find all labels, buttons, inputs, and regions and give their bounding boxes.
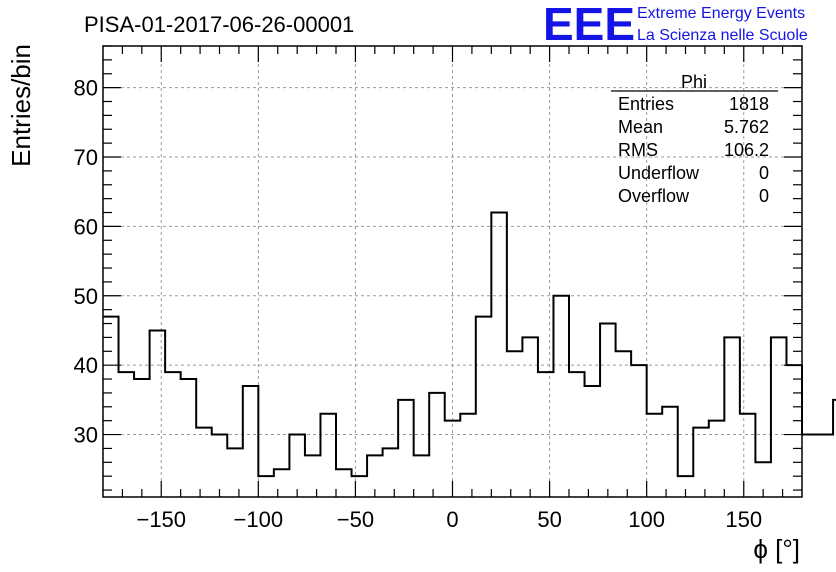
histogram-bin (165, 372, 181, 497)
x-tick-label: 0 (446, 507, 458, 532)
y-tick-label: 80 (74, 76, 98, 101)
histogram-bin (352, 476, 368, 497)
histogram-bin (274, 469, 290, 497)
logo-line-2: La Scienza nelle Scuole (637, 27, 808, 44)
histogram-bin (476, 317, 492, 497)
histogram-bin (429, 393, 445, 497)
histogram-bin (243, 386, 259, 497)
histogram-bin (414, 455, 430, 497)
histogram-bin (196, 428, 212, 497)
histogram-bin (693, 428, 709, 497)
histogram-bin (600, 324, 616, 497)
histogram-bin (569, 372, 585, 497)
histogram-bin (786, 365, 802, 497)
histogram-bin (631, 365, 647, 497)
histogram-bin (709, 421, 725, 497)
stats-row-value: 0 (759, 163, 769, 183)
stats-row-value: 1818 (729, 94, 769, 114)
histogram-bin (538, 372, 554, 497)
x-tick-label: −100 (234, 507, 284, 532)
logo-mark: EEE (543, 0, 635, 50)
y-tick-label: 70 (74, 145, 98, 170)
histogram-bin (150, 330, 166, 497)
histogram-bin (507, 351, 523, 497)
stats-row-label: RMS (618, 140, 658, 160)
stats-row-value: 5.762 (724, 117, 769, 137)
y-tick-label: 60 (74, 214, 98, 239)
stats-box-title: Phi (681, 72, 707, 92)
x-tick-label: −50 (337, 507, 374, 532)
histogram-bin (553, 296, 569, 497)
stats-row-label: Overflow (618, 186, 690, 206)
x-tick-label: 50 (537, 507, 561, 532)
grid-lines (103, 46, 802, 497)
histogram-bin (383, 448, 399, 497)
histogram-bin (336, 469, 352, 497)
x-tick-label: 100 (628, 507, 665, 532)
y-tick-labels: 30 40 50 60 70 80 (74, 76, 98, 448)
x-axis-label: ϕ [°] (753, 534, 800, 564)
histogram-bin (258, 476, 274, 497)
histogram-series (103, 211, 836, 497)
y-tick-label: 40 (74, 353, 98, 378)
histogram-bin (662, 407, 678, 497)
histogram-bin (227, 448, 243, 497)
y-tick-label: 30 (74, 423, 98, 448)
histogram-bin (647, 414, 663, 497)
chart-title: PISA-01-2017-06-26-00001 (84, 12, 354, 37)
histogram-bin (305, 455, 321, 497)
stats-box: Phi Entries 1818 Mean 5.762 RMS 106.2 Underflo… (611, 72, 778, 206)
histogram-bin (491, 213, 507, 497)
stats-row-label: Entries (618, 94, 674, 114)
histogram-bin (320, 414, 336, 497)
histogram-bin (818, 435, 834, 497)
stats-row-label: Underflow (618, 163, 700, 183)
x-tick-label: 150 (725, 507, 762, 532)
y-tick-label: 50 (74, 284, 98, 309)
histogram-bin (212, 435, 228, 497)
histogram-bin (740, 414, 756, 497)
histogram-bin (181, 379, 197, 497)
histogram-bin (771, 337, 787, 497)
axis-ticks (103, 45, 802, 497)
histogram-bin (134, 379, 150, 497)
x-tick-labels: −150 −100 −50 0 50 100 150 (136, 507, 762, 532)
stats-row-label: Mean (618, 117, 663, 137)
histogram-bin (522, 337, 538, 497)
histogram-bin (585, 386, 601, 497)
histogram-bin (398, 400, 414, 497)
histogram-outline (103, 211, 836, 478)
histogram-bin (460, 414, 476, 497)
y-axis-label: Entries/bin (6, 44, 36, 167)
stats-row-value: 0 (759, 186, 769, 206)
histogram-bin (802, 435, 818, 497)
histogram-bin (724, 337, 740, 497)
eee-logo: EEE Extreme Energy Events La Scienza nel… (543, 0, 808, 50)
histogram-bin (616, 351, 632, 497)
histogram-bin (289, 435, 305, 497)
x-tick-label: −150 (136, 507, 186, 532)
stats-row-value: 106.2 (724, 140, 769, 160)
logo-line-1: Extreme Energy Events (637, 5, 805, 22)
